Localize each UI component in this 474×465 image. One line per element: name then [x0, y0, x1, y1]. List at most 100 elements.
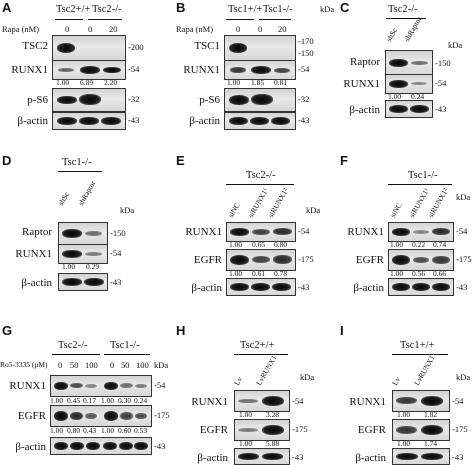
panel-d-mw-150: -150 — [110, 228, 126, 238]
panel-i-kda: kDa — [456, 372, 471, 382]
panel-b-mw-150: -150 — [298, 48, 314, 58]
panel-d-lane-1: shSc — [56, 190, 72, 207]
panel-d-underline — [58, 171, 102, 172]
panel-b-letter: B — [176, 0, 186, 15]
band — [238, 428, 258, 432]
panel-i-mw-175: -175 — [452, 424, 468, 434]
panel-i-row-egfr: EGFR — [357, 424, 386, 436]
panel-a-row-runx1: RUNX1 — [11, 64, 48, 76]
panel-b-mw-32: -32 — [298, 94, 310, 104]
panel-b-quant-3: 0.81 — [274, 78, 288, 87]
band — [411, 61, 428, 65]
panel-g-mw-43: -43 — [154, 441, 166, 451]
panel-i-mw-54: -54 — [452, 396, 464, 406]
panel-c-mw-150: -150 — [435, 58, 451, 68]
panel-g-blot-runx1 — [50, 375, 152, 397]
panel-a-mw-43: -43 — [128, 115, 140, 125]
panel-g-row-actin: β-actin — [15, 441, 46, 453]
panel-a-genotype-wt: Tsc2+/+ — [56, 4, 91, 15]
panel-d-blot-runx1 — [58, 244, 108, 264]
panel-h-genotype: Tsc2+/+ — [240, 340, 275, 351]
panel-a-row-actin: β-actin — [17, 115, 48, 127]
panel-e-lane-1: siNC — [226, 201, 242, 219]
panel-g-quant1-6: 0.24 — [134, 396, 148, 405]
panel-g-quant2-3: 0.43 — [83, 426, 97, 435]
band — [70, 442, 84, 450]
panel-e-quant2-2: 0.61 — [252, 269, 266, 278]
band — [230, 283, 249, 291]
band — [229, 117, 248, 125]
panel-f-quant1-1: 1.00 — [390, 240, 404, 249]
panel-b-blot-ps6 — [224, 88, 296, 112]
panel-b-mw-43: -43 — [298, 115, 310, 125]
panel-f-lane-1: siNC — [388, 201, 404, 219]
panel-a-blot-actin — [52, 112, 126, 130]
panel-g-quant1-2: 0.45 — [67, 396, 81, 405]
band — [85, 231, 102, 236]
band — [273, 228, 292, 235]
panel-h-row-egfr: EGFR — [199, 424, 228, 436]
panel-c-kda: kDa — [448, 40, 463, 50]
panel-e-blot-actin — [226, 278, 296, 296]
band — [62, 250, 82, 258]
panel-i-lane-2: LvRUNX1 — [412, 353, 437, 387]
panel-i-blot-egfr — [392, 419, 450, 441]
band — [230, 228, 249, 236]
band — [70, 383, 83, 388]
band — [119, 442, 133, 450]
panel-h-blot-runx1 — [234, 390, 290, 412]
panel-a-rapa-1: 0 — [65, 24, 70, 34]
band — [80, 66, 100, 74]
panel-f-quant1-3: 0.74 — [433, 240, 447, 249]
panel-f-mw-43: -43 — [456, 282, 468, 292]
panel-b-blot-runx1 — [224, 60, 296, 80]
band — [101, 117, 121, 125]
panel-f-quant2-3: 0.66 — [433, 269, 447, 278]
band — [230, 67, 246, 73]
panel-b-row-ps6: p-S6 — [199, 94, 220, 106]
band — [54, 382, 68, 390]
panel-i-quant2-2: 1.74 — [424, 439, 438, 448]
panel-h-blot-actin — [234, 448, 290, 465]
band — [251, 283, 270, 291]
band — [421, 425, 443, 435]
band — [57, 96, 77, 104]
panel-b-quant-1: 1.00 — [227, 78, 241, 87]
band — [412, 283, 430, 291]
panel-b-mw-170: -170 — [298, 36, 314, 46]
band — [252, 229, 270, 235]
band — [413, 230, 429, 234]
panel-d-quant-2: 0.29 — [86, 262, 100, 271]
panel-h-underline — [234, 354, 288, 355]
panel-e-quant2-1: 1.00 — [229, 269, 243, 278]
panel-g-quant2-1: 1.00 — [50, 426, 64, 435]
panel-g-underline-2 — [104, 354, 150, 355]
panel-i-blot-runx1 — [392, 390, 450, 412]
panel-d-genotype: Tsc1-/- — [62, 157, 92, 168]
panel-g-quant1-3: 0.17 — [83, 396, 97, 405]
panel-g-row-egfr: EGFR — [17, 410, 46, 422]
panel-a-underline-1 — [55, 19, 83, 20]
panel-e-mw-54: -54 — [298, 226, 310, 236]
panel-g-mw-175: -175 — [154, 410, 170, 420]
band — [54, 442, 68, 450]
panel-g-mw-54: -54 — [154, 380, 166, 390]
panel-h-lane-1: Lv — [232, 375, 245, 387]
band — [271, 117, 290, 125]
panel-b-rapa-3: 20 — [278, 24, 287, 34]
panel-h-quant1-1: 1.00 — [239, 410, 253, 419]
panel-e-quant1-3: 0.80 — [274, 240, 288, 249]
panel-e-quant2-3: 0.78 — [274, 269, 288, 278]
panel-d-letter: D — [2, 153, 12, 168]
panel-f-mw-175: -175 — [456, 254, 472, 264]
panel-g-quant1-4: 1.00 — [101, 396, 115, 405]
panel-h-mw-43: -43 — [292, 452, 304, 462]
band — [421, 396, 443, 406]
panel-h-blot-egfr — [234, 419, 290, 441]
band — [54, 411, 68, 421]
panel-i-lane-1: Lv — [390, 375, 403, 387]
band — [104, 382, 118, 390]
panel-c-quant-2: 0.24 — [411, 92, 425, 101]
band — [432, 256, 450, 264]
